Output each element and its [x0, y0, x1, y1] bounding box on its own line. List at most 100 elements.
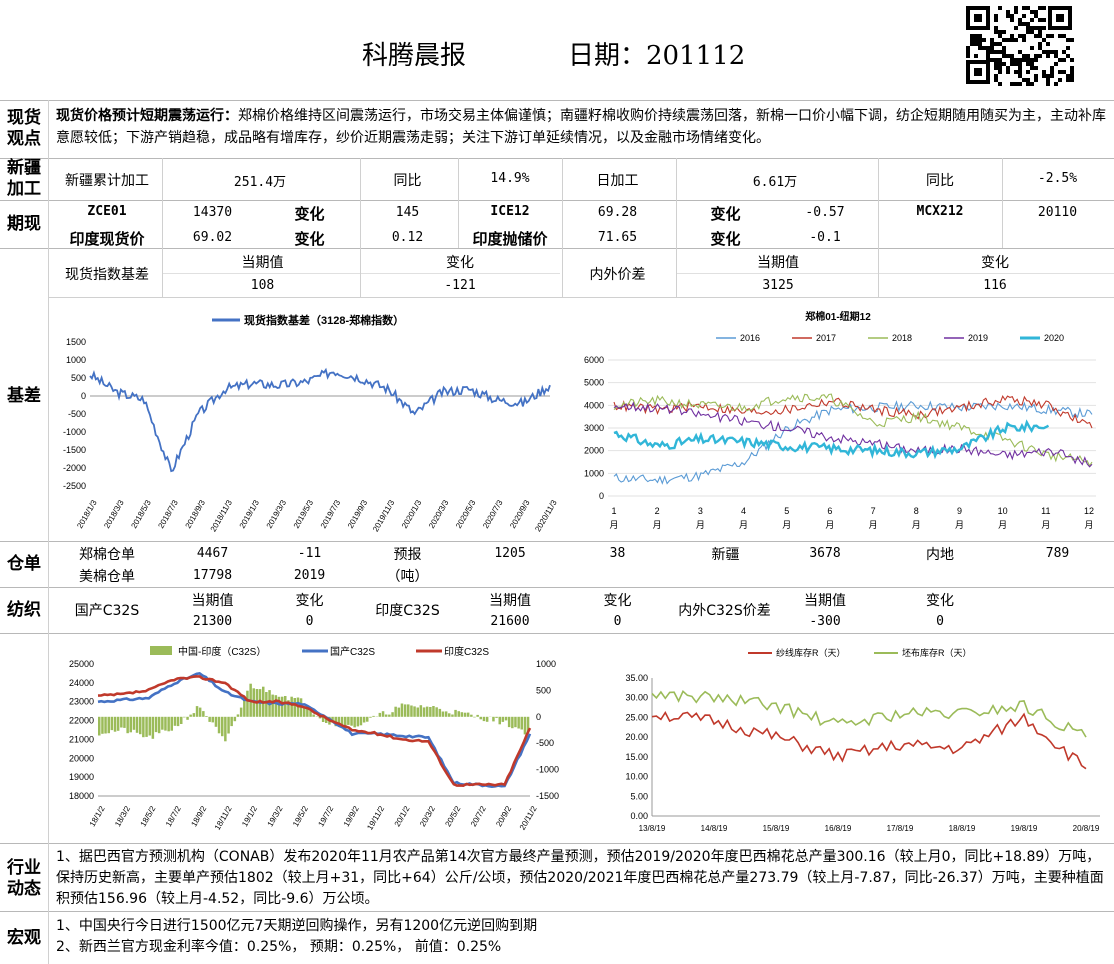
qr-module [998, 50, 1002, 54]
spread-bar [274, 695, 278, 717]
qr-module [1002, 46, 1006, 50]
qr-module [974, 54, 978, 58]
spread-bar [123, 716, 126, 728]
qr-module [1038, 34, 1042, 38]
y-tick-label: -500 [68, 409, 86, 419]
x-tick-label: 11 [1041, 506, 1050, 516]
qr-module [1018, 50, 1022, 54]
x-tick-label: 2019/7/3 [319, 498, 343, 530]
y-tick-label: 24000 [69, 678, 94, 688]
domestic-c32s-value: 21300 [192, 614, 233, 629]
series-line-basis [89, 367, 551, 473]
india-c32s-change: 0 [613, 614, 622, 629]
qr-module [1030, 26, 1034, 30]
spread-bar [444, 711, 448, 717]
x-tick-label: 2019/9/3 [346, 498, 370, 530]
qr-module [994, 78, 998, 82]
qr-module [1026, 22, 1030, 26]
domestic-change-header: 变化 [295, 593, 324, 609]
spread-bar [473, 716, 476, 718]
x-tick-label: 7 [871, 506, 876, 516]
y-tick-label: 30.00 [625, 693, 648, 703]
spread-bar [438, 708, 442, 717]
qr-module [1014, 82, 1018, 86]
qr-module [1026, 70, 1030, 74]
xinjiang-warehouse-label: 新疆 [711, 547, 740, 563]
xinjiang-yoy-label: 同比 [393, 173, 422, 189]
spread-bar [142, 716, 145, 738]
y-tick-label: 1000 [584, 468, 604, 478]
y-tick-label: 18000 [69, 791, 94, 801]
qr-module [1026, 54, 1030, 58]
mcx212-value: 20110 [1037, 205, 1078, 220]
spread-bar [221, 716, 224, 737]
qr-module [974, 42, 978, 46]
x-tick-label: 15/8/19 [763, 824, 790, 833]
qr-module [1018, 66, 1022, 70]
spread-bar [202, 711, 205, 717]
spread-bar [350, 716, 353, 726]
qr-module [1042, 38, 1046, 42]
spread-bar [441, 711, 445, 717]
spread-bar [239, 707, 243, 717]
x-tick-label: 20/1/2 [393, 804, 412, 828]
qr-module [986, 54, 990, 58]
qr-module [1050, 34, 1054, 38]
y-tick-label: 19000 [69, 772, 94, 782]
spread-bar [132, 716, 136, 730]
spread-bar [514, 716, 517, 728]
spread-change-header: 变化 [981, 255, 1009, 271]
qr-module [1022, 6, 1026, 10]
legend-label: 纱线库存R（天） [776, 647, 846, 658]
spread-bar [113, 716, 117, 732]
qr-module [1034, 58, 1038, 62]
section-label-macro: 宏观 [7, 928, 41, 948]
spread-bar [347, 716, 350, 725]
qr-module [966, 50, 970, 54]
x-tick-label: 14/8/19 [701, 824, 728, 833]
spread-change-value: 116 [983, 278, 1007, 293]
x-tick-label: 2 [655, 506, 660, 516]
spread-bar [157, 716, 161, 734]
qr-module [1010, 14, 1014, 18]
qr-module [1050, 66, 1054, 70]
x-tick-label: 2019/3/3 [265, 498, 289, 530]
qr-module [1034, 66, 1038, 70]
qr-module [998, 58, 1002, 62]
x-tick-label: 18/8/19 [949, 824, 976, 833]
x-tick-label: 20/8/19 [1073, 824, 1100, 833]
zce01-value: 14370 [192, 205, 233, 220]
india-reserve-value: 71.65 [597, 230, 638, 245]
spread-bar [233, 716, 237, 722]
qr-module [1006, 54, 1010, 58]
qr-module [1018, 34, 1022, 38]
qr-module [1002, 38, 1006, 42]
qr-module [1014, 38, 1018, 42]
x-tick-unit: 月 [696, 520, 705, 530]
qr-module [1034, 34, 1038, 38]
y-tick-label: 6000 [584, 355, 604, 365]
x-tick-label: 2018/9/3 [184, 498, 208, 530]
x-tick-label: 20/3/2 [418, 804, 437, 828]
qr-module [1038, 42, 1042, 46]
y2-tick-label: 500 [536, 685, 551, 695]
spread-bar [448, 713, 451, 717]
qr-module [1018, 22, 1022, 26]
qr-module [1070, 58, 1074, 62]
qr-module [1014, 70, 1018, 74]
spread-bar [148, 716, 151, 736]
qr-module [1006, 66, 1010, 70]
inner-outer-spread-label: 内外价差 [589, 267, 646, 283]
x-tick-label: 2020/5/3 [454, 498, 478, 530]
zce-warehouse-value: 4467 [196, 546, 229, 561]
qr-module [1014, 6, 1018, 10]
spot-view-text: 现货价格预计短期震荡运行：郑棉价格维持区间震荡运行，市场交易主体偏谨慎；南疆籽棉… [56, 105, 1108, 149]
qr-module [1010, 58, 1014, 62]
qr-module [1070, 66, 1074, 70]
y-tick-label: 2000 [584, 446, 604, 456]
daily-yoy-label: 同比 [926, 173, 954, 189]
qr-module [998, 42, 1002, 46]
qr-module [1042, 50, 1046, 54]
qr-code-icon [962, 4, 1076, 86]
